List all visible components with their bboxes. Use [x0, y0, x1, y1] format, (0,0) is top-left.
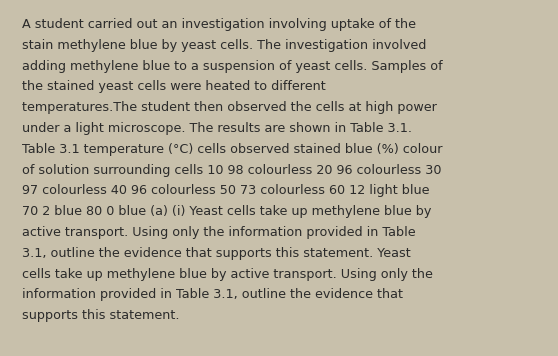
- Text: temperatures.The student then observed the cells at high power: temperatures.The student then observed t…: [22, 101, 437, 114]
- Text: stain methylene blue by yeast cells. The investigation involved: stain methylene blue by yeast cells. The…: [22, 39, 426, 52]
- Text: the stained yeast cells were heated to different: the stained yeast cells were heated to d…: [22, 80, 326, 93]
- Text: Table 3.1 temperature (°C) cells observed stained blue (%) colour: Table 3.1 temperature (°C) cells observe…: [22, 143, 442, 156]
- Text: cells take up methylene blue by active transport. Using only the: cells take up methylene blue by active t…: [22, 268, 433, 281]
- Text: information provided in Table 3.1, outline the evidence that: information provided in Table 3.1, outli…: [22, 288, 403, 302]
- Text: under a light microscope. The results are shown in Table 3.1.: under a light microscope. The results ar…: [22, 122, 412, 135]
- Text: 3.1, outline the evidence that supports this statement. Yeast: 3.1, outline the evidence that supports …: [22, 247, 411, 260]
- Text: 70 2 blue 80 0 blue (a) (i) Yeast cells take up methylene blue by: 70 2 blue 80 0 blue (a) (i) Yeast cells …: [22, 205, 431, 218]
- Text: supports this statement.: supports this statement.: [22, 309, 180, 322]
- Text: of solution surrounding cells 10 98 colourless 20 96 colourless 30: of solution surrounding cells 10 98 colo…: [22, 164, 441, 177]
- Text: active transport. Using only the information provided in Table: active transport. Using only the informa…: [22, 226, 416, 239]
- Text: A student carried out an investigation involving uptake of the: A student carried out an investigation i…: [22, 18, 416, 31]
- Text: adding methylene blue to a suspension of yeast cells. Samples of: adding methylene blue to a suspension of…: [22, 59, 442, 73]
- Text: 97 colourless 40 96 colourless 50 73 colourless 60 12 light blue: 97 colourless 40 96 colourless 50 73 col…: [22, 184, 430, 197]
